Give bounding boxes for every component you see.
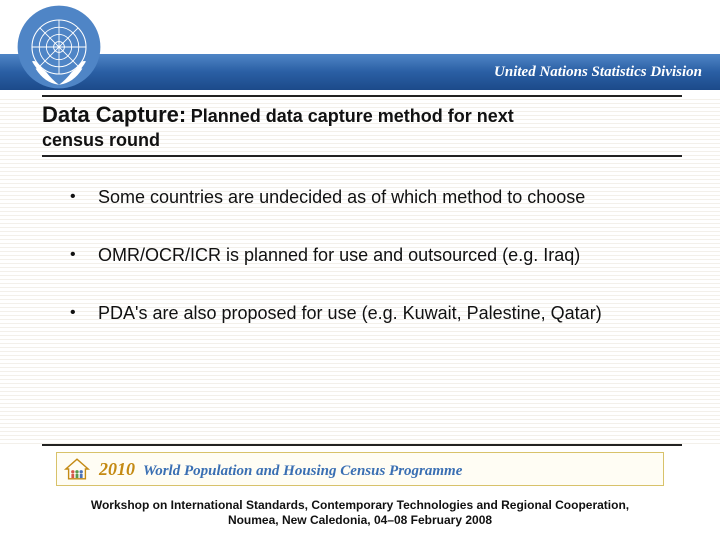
header-blue-band: United Nations Statistics Division: [0, 54, 720, 90]
bullet-text: Some countries are undecided as of which…: [98, 185, 585, 209]
bullet-icon: •: [70, 185, 98, 209]
logo-title: World Population and Housing Census Prog…: [143, 463, 462, 480]
house-people-icon: [63, 456, 91, 482]
footer-caption: Workshop on International Standards, Con…: [20, 498, 700, 528]
bullet-text: OMR/OCR/ICR is planned for use and outso…: [98, 243, 580, 267]
list-item: • OMR/OCR/ICR is planned for use and out…: [70, 243, 670, 267]
bullet-icon: •: [70, 243, 98, 267]
bullet-icon: •: [70, 301, 98, 325]
rule-top: [42, 95, 682, 97]
title-sub-line2: census round: [42, 130, 682, 151]
slide: United Nations Statistics Division Data …: [0, 0, 720, 540]
census-programme-text: 2010 World Population and Housing Census…: [99, 459, 462, 480]
footer-line1: Workshop on International Standards, Con…: [20, 498, 700, 513]
title-sub-inline: Planned data capture method for next: [191, 106, 514, 126]
list-item: • Some countries are undecided as of whi…: [70, 185, 670, 209]
org-name: United Nations Statistics Division: [494, 64, 702, 81]
slide-title: Data Capture: Planned data capture metho…: [42, 102, 682, 151]
bullet-text: PDA's are also proposed for use (e.g. Ku…: [98, 301, 602, 325]
title-main: Data Capture:: [42, 102, 186, 127]
un-emblem-icon: [14, 2, 104, 92]
census-programme-logo: 2010 World Population and Housing Census…: [56, 452, 664, 486]
rule-bottom: [42, 444, 682, 446]
list-item: • PDA's are also proposed for use (e.g. …: [70, 301, 670, 325]
rule-under-title: [42, 155, 682, 157]
bullet-list: • Some countries are undecided as of whi…: [70, 185, 670, 359]
footer-line2: Noumea, New Caledonia, 04–08 February 20…: [20, 513, 700, 528]
logo-year: 2010: [99, 459, 135, 480]
